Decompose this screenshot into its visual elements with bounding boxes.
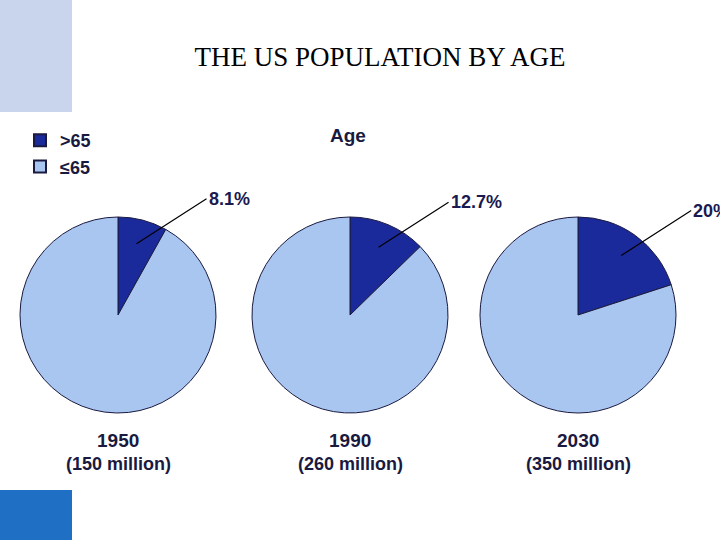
- svg-text:Age: Age: [330, 125, 366, 146]
- svg-text:1990: 1990: [329, 430, 371, 451]
- svg-text:(150 million): (150 million): [66, 454, 171, 474]
- svg-text:THE US POPULATION BY AGE: THE US POPULATION BY AGE: [194, 42, 565, 72]
- svg-text:>65: >65: [60, 131, 91, 151]
- svg-text:8.1%: 8.1%: [209, 189, 250, 209]
- svg-text:1950: 1950: [97, 430, 139, 451]
- svg-text:12.7%: 12.7%: [451, 192, 502, 212]
- svg-text:(350 million): (350 million): [526, 454, 631, 474]
- svg-text:20%: 20%: [693, 201, 720, 221]
- svg-text:2030: 2030: [557, 430, 599, 451]
- svg-text:≤65: ≤65: [60, 158, 90, 178]
- svg-text:(260 million): (260 million): [298, 454, 403, 474]
